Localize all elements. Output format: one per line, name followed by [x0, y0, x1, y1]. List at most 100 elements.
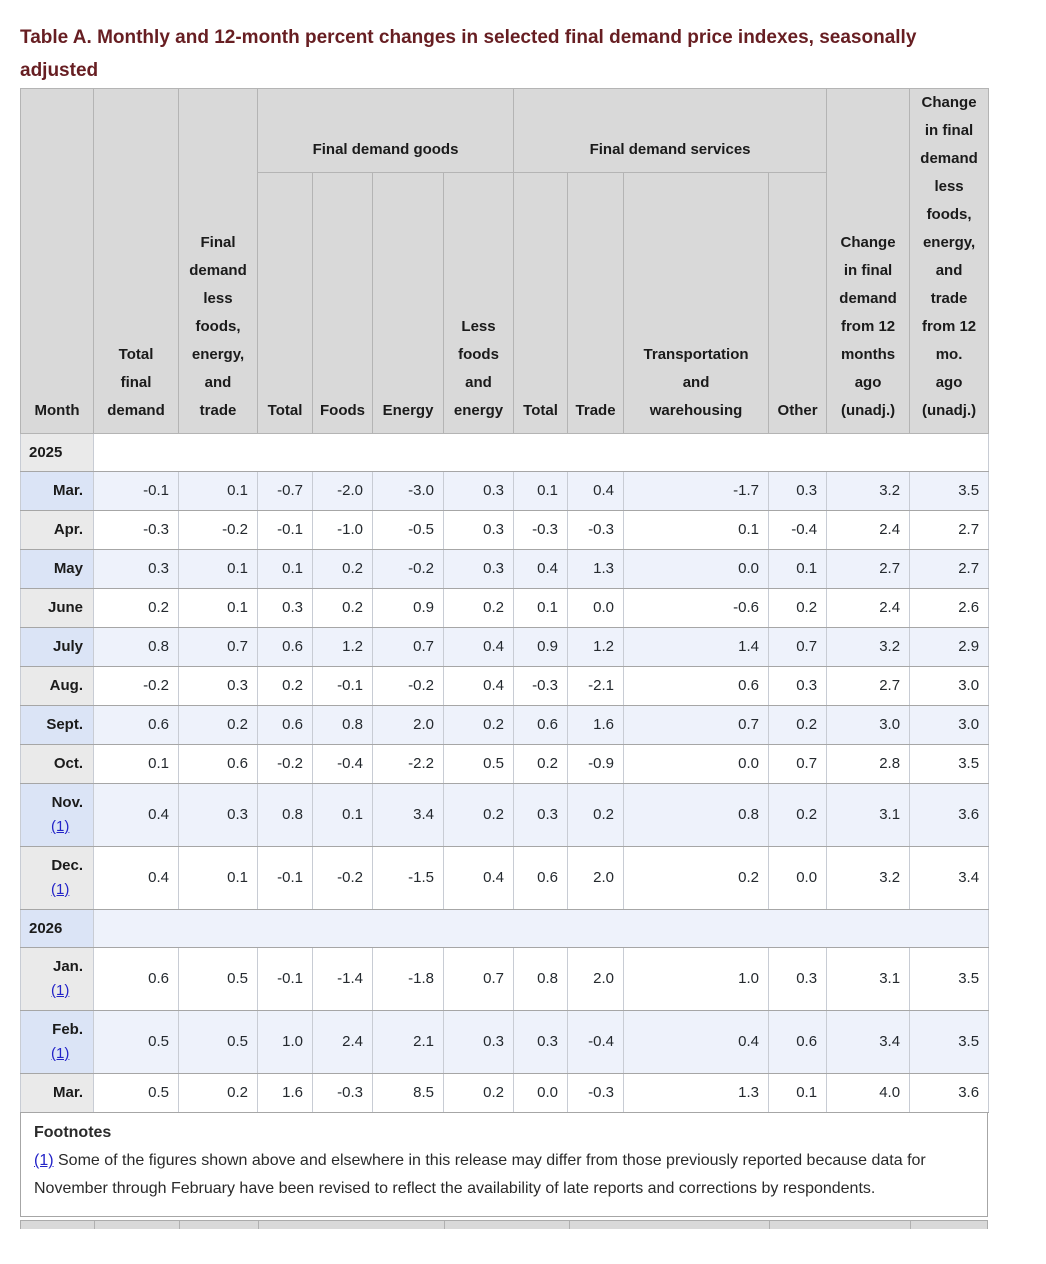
footnote-ref-link[interactable]: (1): [51, 818, 70, 835]
year-row: 2025: [20, 433, 990, 472]
value-cell: 1.0: [257, 1010, 313, 1074]
month-label: Aug.: [49, 677, 83, 694]
value-cell: 1.2: [312, 627, 373, 667]
value-cell: -0.1: [257, 510, 313, 550]
value-cell: 0.2: [178, 1073, 258, 1113]
group-header-final-demand-goods: Final demand goods: [256, 87, 515, 174]
year-row: 2026: [20, 909, 990, 948]
value-cell: 0.9: [372, 588, 444, 628]
value-cell: 1.6: [257, 1073, 313, 1113]
value-cell: 0.3: [442, 1010, 515, 1074]
value-cell: 0.2: [312, 588, 373, 628]
value-cell: -0.5: [372, 510, 444, 550]
value-cell: -0.2: [372, 666, 444, 706]
value-cell: 0.3: [513, 783, 569, 847]
value-cell: 0.6: [513, 705, 569, 745]
value-cell: 0.0: [623, 744, 770, 784]
footnote-ref-link[interactable]: (1): [51, 982, 70, 999]
page-title: Table A. Monthly and 12-month percent ch…: [20, 27, 917, 81]
col-header-services-transportation-warehousing: Transportation and warehousing: [623, 172, 770, 434]
value-cell: -2.1: [567, 666, 625, 706]
col-header-total-final-demand: Total final demand: [93, 88, 179, 434]
value-cell: 0.6: [768, 1010, 828, 1074]
footnote-ref-link[interactable]: (1): [51, 881, 70, 898]
month-label: Apr.: [53, 521, 83, 538]
value-cell: 0.2: [442, 1073, 515, 1113]
month-label: May: [53, 560, 83, 577]
value-cell: 1.3: [567, 549, 625, 589]
data-row: Jan. (1) 0.6 0.5 -0.1 -1.4 -1.8 0.7 0.8 2.0 1.0 0.3…: [20, 947, 990, 1011]
data-row: Feb. (1) 0.5 0.5 1.0 2.4 2.1 0.3 0.3 -0.4 0.4 0.6 3.…: [20, 1010, 990, 1074]
month-cell: Mar.: [20, 471, 94, 511]
next-table-top-edge: [20, 1220, 988, 1229]
value-cell: 2.8: [826, 744, 911, 784]
value-cell: -0.2: [257, 744, 313, 784]
col-header-change-12-months: Change in final demand from 12 months ag…: [826, 88, 911, 434]
footnote-ref-link[interactable]: (1): [51, 1045, 70, 1062]
value-cell: -1.4: [312, 947, 373, 1011]
value-cell: 0.8: [513, 947, 569, 1011]
footnote-1-text: Some of the figures shown above and else…: [34, 1152, 926, 1197]
value-cell: 3.5: [909, 1010, 990, 1074]
month-cell: Nov. (1): [20, 783, 94, 847]
value-cell: 2.7: [909, 510, 990, 550]
value-cell: 2.4: [312, 1010, 373, 1074]
month-cell: Sept.: [20, 705, 94, 745]
value-cell: 3.5: [909, 947, 990, 1011]
value-cell: 0.8: [93, 627, 179, 667]
value-cell: -1.5: [372, 846, 444, 910]
value-cell: 0.2: [257, 666, 313, 706]
value-cell: -0.1: [257, 846, 313, 910]
value-cell: -0.3: [312, 1073, 373, 1113]
col-header-goods-energy: Energy: [372, 172, 444, 434]
value-cell: -2.0: [312, 471, 373, 511]
value-cell: 0.1: [768, 549, 828, 589]
value-cell: -0.2: [178, 510, 258, 550]
value-cell: 0.4: [93, 846, 179, 910]
month-label: Jan.: [52, 958, 83, 975]
year-label: 2026: [20, 909, 94, 948]
value-cell: 0.7: [442, 947, 515, 1011]
value-cell: 0.5: [178, 947, 258, 1011]
value-cell: -0.4: [567, 1010, 625, 1074]
value-cell: -0.1: [257, 947, 313, 1011]
value-cell: 3.4: [826, 1010, 911, 1074]
value-cell: 0.3: [442, 549, 515, 589]
value-cell: 0.1: [178, 549, 258, 589]
value-cell: 0.4: [442, 666, 515, 706]
value-cell: 2.6: [909, 588, 990, 628]
value-cell: 0.1: [513, 588, 569, 628]
value-cell: 0.6: [513, 846, 569, 910]
value-cell: 3.4: [372, 783, 444, 847]
month-label: Nov.: [51, 794, 83, 811]
value-cell: -0.3: [567, 1073, 625, 1113]
value-cell: 0.2: [442, 588, 515, 628]
value-cell: -0.2: [312, 846, 373, 910]
data-row: Aug. -0.2 0.3 0.2 -0.1 -0.2 0.4 -0.3 -2.1 0.6 0.3 2…: [20, 666, 990, 706]
footnote-1-link[interactable]: (1): [34, 1152, 54, 1169]
value-cell: 0.3: [257, 588, 313, 628]
value-cell: -0.2: [372, 549, 444, 589]
value-cell: 2.7: [909, 549, 990, 589]
value-cell: 1.4: [623, 627, 770, 667]
value-cell: 2.0: [567, 947, 625, 1011]
data-row: May 0.3 0.1 0.1 0.2 -0.2 0.3 0.4 1.3 0.0 0.1 2.7 2.7: [20, 549, 990, 589]
value-cell: 0.2: [768, 783, 828, 847]
footnote-ref: (1): [31, 979, 83, 1003]
value-cell: 0.6: [93, 947, 179, 1011]
value-cell: 3.0: [826, 705, 911, 745]
value-cell: 2.7: [826, 666, 911, 706]
table-a: Month Total final demand Final demand le…: [20, 87, 990, 1113]
value-cell: 0.7: [768, 744, 828, 784]
value-cell: 0.1: [312, 783, 373, 847]
value-cell: 0.2: [312, 549, 373, 589]
data-row: Apr. -0.3 -0.2 -0.1 -1.0 -0.5 0.3 -0.3 -0.3 0.1 -0…: [20, 510, 990, 550]
value-cell: 0.1: [93, 744, 179, 784]
value-cell: 8.5: [372, 1073, 444, 1113]
month-cell: May: [20, 549, 94, 589]
month-cell: Mar.: [20, 1073, 94, 1113]
month-cell: Oct.: [20, 744, 94, 784]
value-cell: 0.4: [567, 471, 625, 511]
value-cell: 3.0: [909, 705, 990, 745]
month-label: Mar.: [52, 482, 83, 499]
